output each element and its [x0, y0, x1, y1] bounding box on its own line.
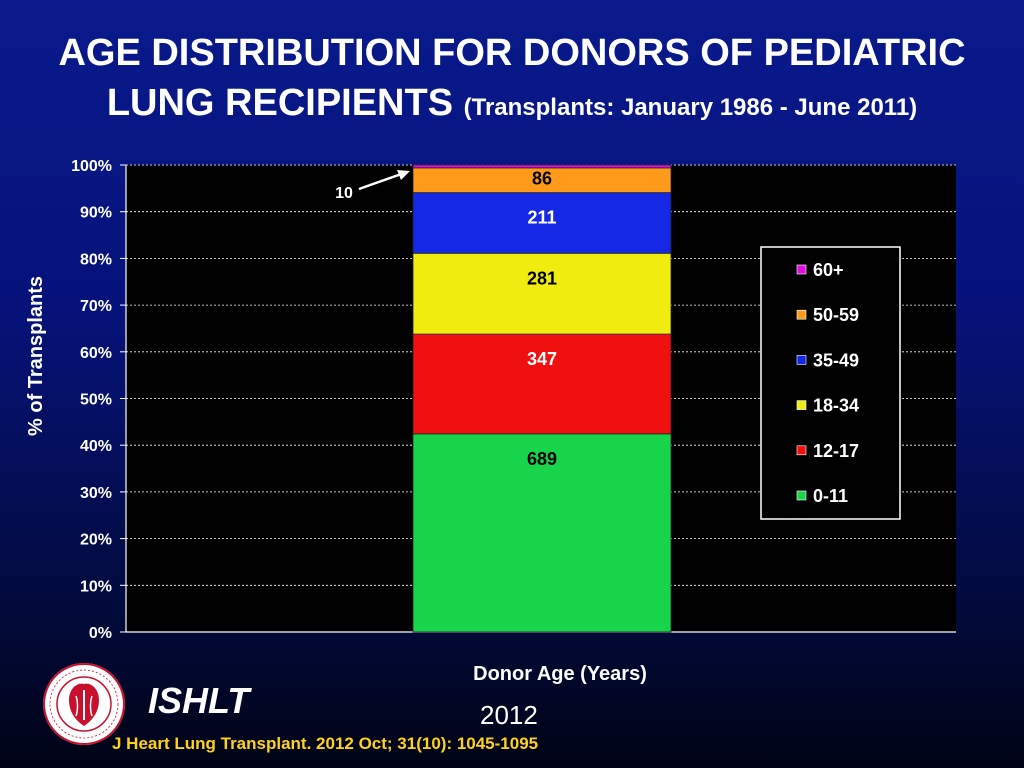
legend-box [761, 247, 900, 519]
legend-swatch-0-11 [797, 491, 806, 500]
legend-label-0-11: 0-11 [813, 486, 848, 506]
legend-label-18-34: 18-34 [813, 396, 859, 416]
y-tick-label: 0% [89, 625, 112, 642]
data-label-18-34: 281 [527, 268, 557, 288]
y-tick-label: 40% [80, 438, 112, 455]
legend-label-35-49: 35-49 [813, 350, 859, 370]
legend-swatch-18-34 [797, 401, 806, 410]
y-tick-label: 90% [80, 205, 112, 222]
y-tick-label: 50% [80, 392, 112, 409]
y-tick-label: 20% [80, 532, 112, 549]
y-tick-label: 70% [80, 298, 112, 315]
data-label-0-11: 689 [527, 449, 557, 469]
legend-label-50-59: 50-59 [813, 305, 859, 325]
legend-swatch-35-49 [797, 355, 806, 364]
data-label-50-59: 86 [532, 168, 552, 188]
legend-label-12-17: 12-17 [813, 441, 859, 461]
y-tick-label: 10% [80, 578, 112, 595]
citation: J Heart Lung Transplant. 2012 Oct; 31(10… [112, 734, 538, 754]
data-label-35-49: 211 [527, 208, 556, 228]
legend-swatch-12-17 [797, 446, 806, 455]
y-tick-label: 60% [80, 345, 112, 362]
y-tick-label: 30% [80, 485, 112, 502]
x-axis-title: Donor Age (Years) [473, 663, 647, 685]
year-label: 2012 [480, 700, 538, 731]
legend: 60+ 50-59 35-49 18-34 12-17 0-11 [761, 247, 900, 519]
annotation-label: 10 [335, 185, 353, 202]
org-name: ISHLT [148, 680, 249, 722]
y-tick-label: 80% [80, 251, 112, 268]
legend-swatch-50-59 [797, 310, 806, 319]
legend-swatch-60+ [797, 265, 806, 274]
y-tick-label: 100% [71, 158, 112, 175]
bar-stack [413, 165, 671, 632]
bar-segment-18-34 [413, 253, 671, 334]
data-label-12-17: 347 [527, 349, 557, 369]
y-axis-title: % of Transplants [25, 276, 47, 436]
legend-label-60+: 60+ [813, 260, 844, 280]
